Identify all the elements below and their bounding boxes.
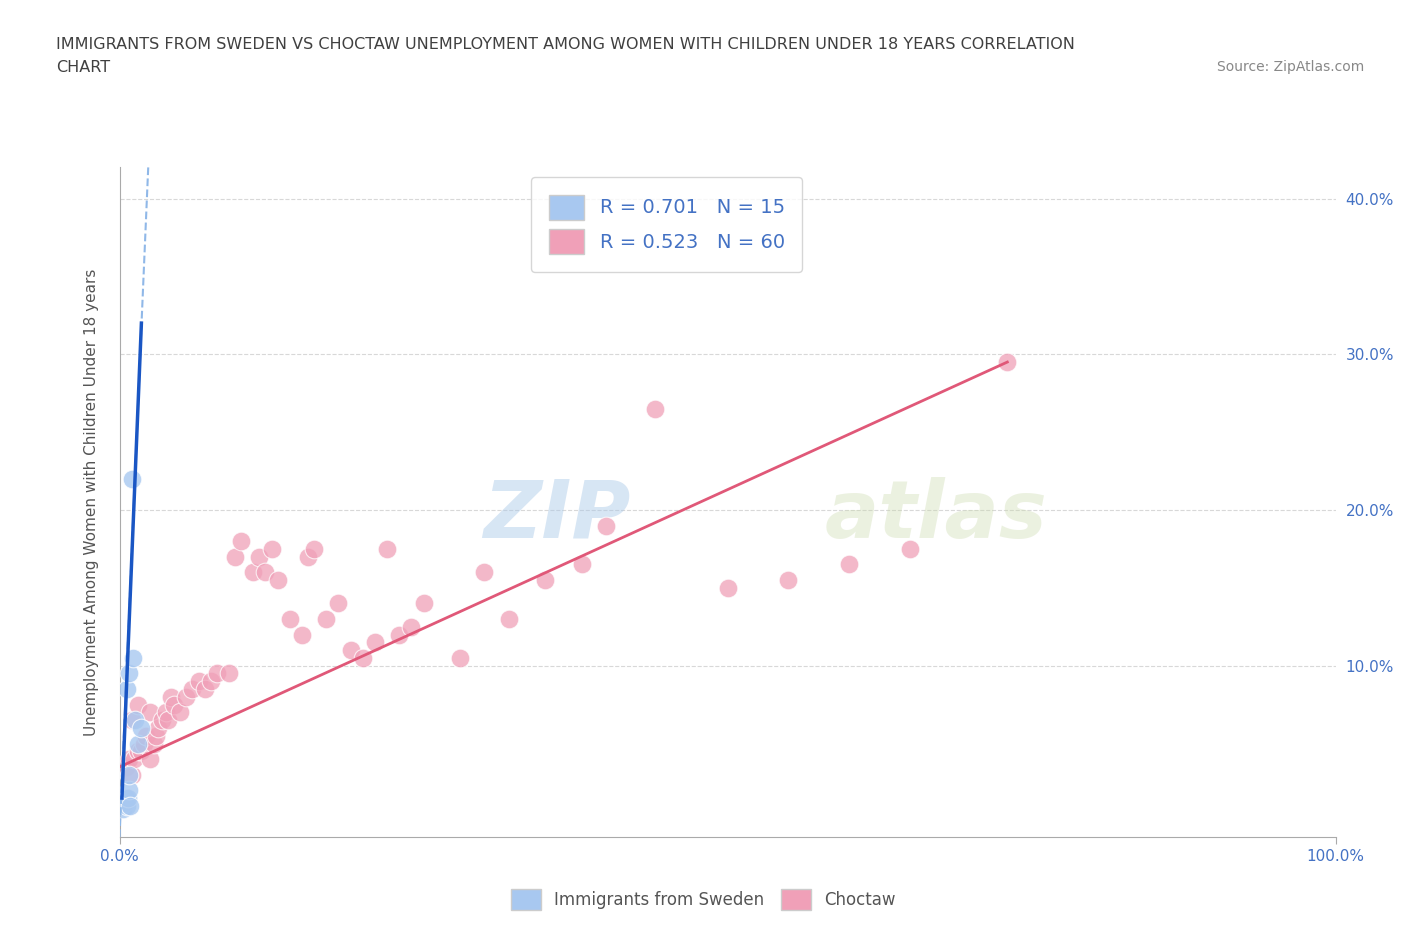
Point [122, 751, 145, 766]
Point [127, 737, 149, 751]
Point [114, 790, 136, 805]
Point [218, 666, 240, 681]
Point [278, 612, 301, 627]
Point [260, 541, 283, 556]
Point [157, 712, 180, 727]
Point [115, 799, 138, 814]
Point [339, 643, 361, 658]
Y-axis label: Unemployment Among Women with Children Under 18 years: Unemployment Among Women with Children U… [84, 269, 98, 736]
Point [112, 802, 135, 817]
Point [352, 650, 374, 665]
Point [155, 705, 177, 720]
Text: atlas: atlas [825, 476, 1047, 554]
Point [139, 705, 162, 720]
Point [898, 541, 921, 556]
Point [595, 518, 617, 533]
Point [135, 728, 157, 743]
Text: Source: ZipAtlas.com: Source: ZipAtlas.com [1216, 60, 1364, 74]
Point [231, 534, 253, 549]
Point [114, 760, 136, 775]
Point [121, 712, 143, 727]
Point [145, 728, 167, 743]
Text: IMMIGRANTS FROM SWEDEN VS CHOCTAW UNEMPLOYMENT AMONG WOMEN WITH CHILDREN UNDER 1: IMMIGRANTS FROM SWEDEN VS CHOCTAW UNEMPL… [56, 37, 1076, 52]
Point [132, 737, 155, 751]
Point [375, 541, 398, 556]
Point [472, 565, 496, 579]
Point [644, 402, 666, 417]
Point [169, 705, 191, 720]
Point [148, 721, 170, 736]
Point [401, 619, 423, 634]
Point [838, 557, 860, 572]
Point [159, 689, 181, 704]
Point [120, 799, 142, 814]
Point [224, 550, 246, 565]
Point [121, 472, 143, 486]
Point [131, 721, 153, 736]
Point [181, 682, 204, 697]
Point [118, 751, 141, 766]
Point [127, 698, 149, 712]
Point [205, 666, 228, 681]
Point [571, 557, 593, 572]
Point [117, 790, 139, 805]
Point [778, 573, 800, 588]
Text: CHART: CHART [56, 60, 110, 75]
Point [127, 744, 149, 759]
Point [142, 737, 165, 751]
Point [534, 573, 557, 588]
Point [139, 751, 162, 766]
Point [200, 674, 222, 689]
Point [150, 712, 173, 727]
Point [118, 767, 141, 782]
Point [242, 565, 264, 579]
Point [717, 580, 740, 595]
Point [118, 666, 141, 681]
Point [388, 627, 411, 642]
Point [118, 783, 141, 798]
Point [194, 682, 217, 697]
Point [115, 682, 138, 697]
Point [131, 744, 153, 759]
Point [291, 627, 314, 642]
Point [121, 767, 143, 782]
Legend: R = 0.701   N = 15, R = 0.523   N = 60: R = 0.701 N = 15, R = 0.523 N = 60 [531, 177, 803, 272]
Point [498, 612, 520, 627]
Point [328, 596, 350, 611]
Point [995, 354, 1018, 369]
Point [412, 596, 434, 611]
Point [112, 795, 135, 810]
Text: ZIP: ZIP [482, 476, 630, 554]
Point [247, 550, 270, 565]
Point [124, 712, 146, 727]
Point [449, 650, 471, 665]
Point [266, 573, 288, 588]
Point [302, 541, 325, 556]
Point [297, 550, 319, 565]
Point [364, 635, 387, 650]
Point [254, 565, 277, 579]
Legend: Immigrants from Sweden, Choctaw: Immigrants from Sweden, Choctaw [503, 883, 903, 917]
Point [315, 612, 337, 627]
Point [176, 689, 198, 704]
Point [122, 650, 145, 665]
Point [187, 674, 209, 689]
Point [163, 698, 186, 712]
